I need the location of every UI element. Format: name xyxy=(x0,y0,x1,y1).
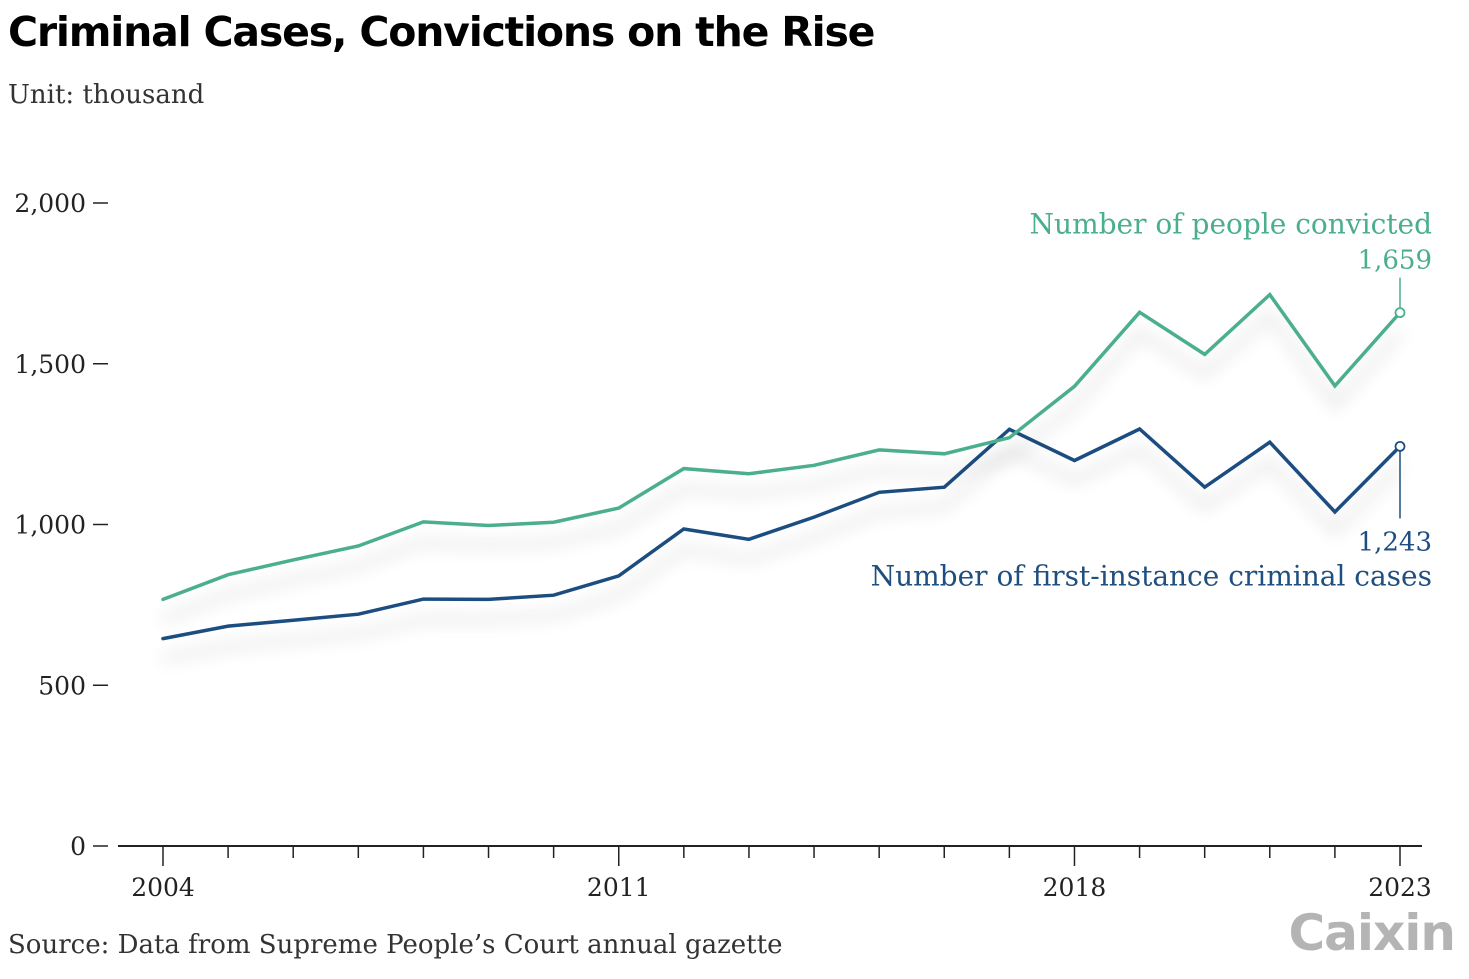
x-axis: 2004 2011 2018 2023 xyxy=(118,845,1432,902)
annotations: 1,659 Number of people convicted 1,243Numb… xyxy=(871,208,1432,593)
series-label-convicted: Number of people convicted xyxy=(1030,208,1433,241)
end-marker-convicted xyxy=(1394,307,1406,319)
end-value-convicted: 1,659 xyxy=(1358,246,1432,276)
y-tick-label: 500 xyxy=(38,671,86,700)
series-label-cases: Number of first-instance criminal cases xyxy=(871,559,1432,592)
caixin-logo: Caixin xyxy=(1288,904,1456,962)
y-tick-label: 1,500 xyxy=(14,350,86,379)
x-tick-label: 2018 xyxy=(1043,873,1107,902)
x-tick-label: 2011 xyxy=(587,873,651,902)
source-note: Source: Data from Supreme People’s Court… xyxy=(8,930,783,960)
series-layer xyxy=(161,291,1402,641)
series-line-cases xyxy=(161,426,1402,641)
series-line-convicted xyxy=(161,291,1402,602)
y-tick-label: 2,000 xyxy=(14,189,86,218)
y-axis: 0 500 1,000 1,500 2,000 xyxy=(14,189,108,861)
end-value-cases: 1,243 xyxy=(1358,527,1432,557)
y-tick-label: 1,000 xyxy=(14,511,86,540)
x-tick-label: 2023 xyxy=(1368,873,1432,902)
chart-subtitle: Unit: thousand xyxy=(8,80,205,110)
y-tick-label: 0 xyxy=(70,832,86,861)
chart-title: Criminal Cases, Convictions on the Rise xyxy=(8,8,875,56)
end-marker-cases xyxy=(1394,440,1406,452)
x-tick-label: 2004 xyxy=(131,873,195,902)
